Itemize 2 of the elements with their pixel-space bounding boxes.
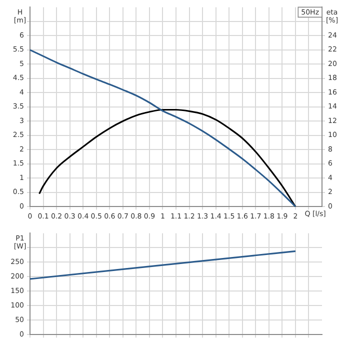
line-series xyxy=(29,49,296,208)
line-series xyxy=(38,108,296,208)
